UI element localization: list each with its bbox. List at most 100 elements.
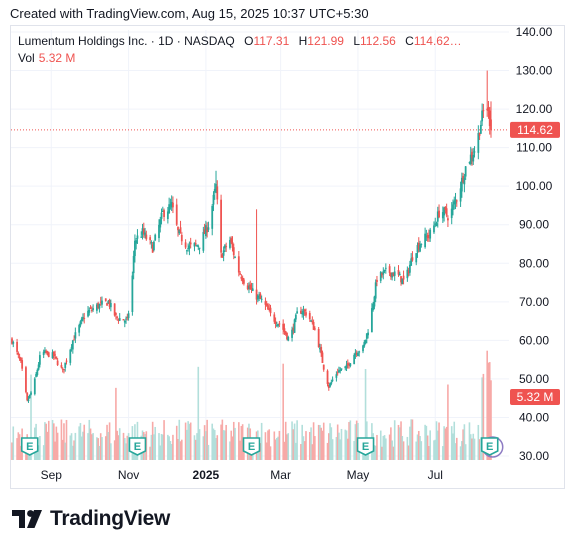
volume-bar (60, 419, 63, 460)
candle-body (481, 110, 484, 122)
candle-body (185, 250, 188, 252)
candle-body (179, 227, 182, 232)
tradingview-brand: TradingView (12, 506, 170, 532)
candle-body (106, 303, 108, 306)
candle-body (340, 368, 343, 370)
candle-body (169, 204, 172, 206)
volume-bar (189, 422, 192, 460)
candle-body (345, 364, 348, 369)
x-tick-label: May (347, 468, 370, 482)
volume-bar (319, 425, 321, 460)
open-value: 117.31 (253, 34, 290, 48)
candle-body (122, 319, 125, 321)
candle-body (56, 360, 59, 366)
high-label: H (298, 34, 308, 48)
candle-body (142, 228, 145, 235)
candle-body (55, 356, 58, 359)
candle-body (249, 284, 252, 290)
candle-body (287, 336, 290, 341)
candle-body (438, 210, 440, 218)
volume-bar (232, 421, 235, 460)
candle-body (101, 300, 103, 305)
candle-body (118, 318, 121, 321)
candle-body (384, 267, 387, 269)
candle-body (163, 210, 165, 217)
volume-bar (424, 424, 426, 460)
volume-bar (163, 420, 165, 460)
candle-body (482, 110, 485, 112)
volume-bar (97, 438, 99, 460)
volume-bar (168, 436, 170, 460)
volume-bar (443, 426, 445, 460)
volume-bar (406, 436, 409, 460)
candle-body (52, 351, 55, 357)
volume-bar (340, 428, 343, 460)
candle-body (74, 332, 77, 339)
y-tick-label: 80.00 (519, 256, 549, 270)
volume-bar (175, 425, 178, 460)
open-label: O (244, 34, 254, 48)
candle-body (127, 313, 130, 319)
earnings-icon (356, 437, 375, 456)
volume-bar (269, 446, 272, 460)
volume-bar (455, 437, 458, 460)
y-tick-label: 40.00 (519, 410, 549, 424)
volume-bar (225, 424, 227, 460)
candle-body (293, 319, 296, 333)
volume-bar (471, 438, 473, 460)
candle-body (426, 235, 429, 239)
volume-bar (69, 435, 72, 460)
volume-bar (438, 422, 440, 460)
candle-body (69, 349, 72, 363)
candle-body (160, 212, 163, 219)
candle-body (175, 204, 178, 225)
candle-body (135, 240, 138, 244)
volume-bar (149, 446, 151, 460)
candle-body (223, 245, 226, 249)
candle-body (382, 271, 385, 275)
earnings-label: E (486, 441, 493, 453)
y-tick-label: 50.00 (519, 372, 549, 386)
volume-bar (184, 422, 187, 460)
candle-body (383, 269, 386, 272)
candle-body (278, 323, 281, 325)
candle-body (435, 223, 438, 226)
candle-body (363, 342, 366, 347)
volume-bar (490, 380, 492, 460)
volume-bar (410, 419, 412, 460)
volume-bar (18, 434, 21, 460)
chart-panel (10, 25, 565, 489)
volume-bar (215, 438, 217, 460)
candle-body (136, 235, 139, 239)
candle-body (312, 321, 315, 330)
candle-body (346, 363, 349, 365)
volume-bar (259, 443, 262, 460)
candle-body (42, 351, 45, 356)
y-tick-label: 90.00 (519, 218, 549, 232)
y-tick-label: 130.00 (516, 64, 553, 78)
volume-bar (104, 436, 107, 460)
candle-body (90, 309, 93, 311)
volume-bar (330, 427, 333, 460)
candle-body (172, 202, 174, 208)
volume-bar (205, 431, 207, 460)
volume-bar (415, 441, 418, 460)
candle-body (447, 218, 449, 221)
volume-bar (216, 435, 219, 460)
volume-bar (161, 434, 164, 460)
candle-body (268, 308, 271, 311)
x-tick-label: Sep (41, 468, 63, 482)
candle-body (331, 379, 334, 381)
candle-body (220, 199, 222, 253)
candle-body (33, 378, 36, 395)
volume-bar (11, 442, 13, 460)
candle-body (479, 124, 482, 134)
volume-bar (486, 350, 488, 460)
candle-body (490, 119, 492, 130)
candle-body (398, 273, 401, 276)
volume-value: 5.32 M (38, 51, 76, 65)
volume-bar (30, 374, 32, 460)
volume-bar (303, 441, 306, 460)
volume-bar (197, 366, 200, 460)
